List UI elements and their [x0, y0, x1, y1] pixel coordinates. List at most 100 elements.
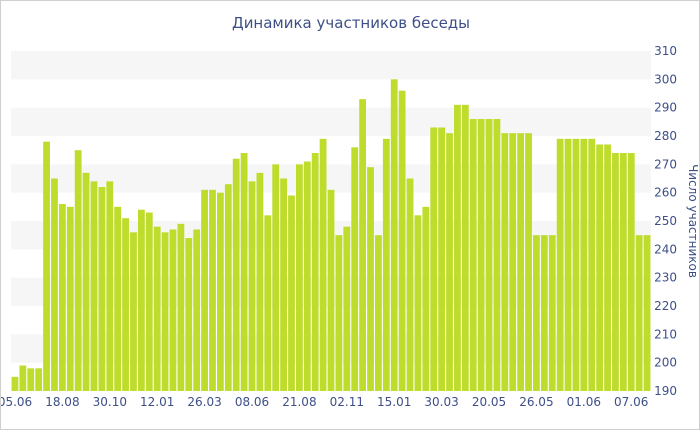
- bar: [525, 133, 532, 392]
- x-tick-label: 12.01: [140, 395, 174, 409]
- y-tick-label: 270: [654, 157, 677, 171]
- bar: [35, 368, 43, 391]
- bar: [272, 164, 280, 391]
- bar: [209, 189, 216, 391]
- bar: [43, 141, 50, 391]
- x-tick-label: 02.11: [330, 395, 364, 409]
- bar: [588, 138, 596, 391]
- x-tick-label: 26.03: [187, 395, 221, 409]
- y-axis-ticks: 190 200 210 220 230 240 250 260 270 280 290 300 310: [654, 44, 677, 398]
- x-tick-label: 08.06: [235, 395, 269, 409]
- bar: [11, 376, 19, 391]
- bar: [556, 138, 564, 391]
- bar: [619, 153, 627, 391]
- bar: [161, 232, 169, 391]
- bar: [130, 232, 137, 391]
- y-tick-label: 300: [654, 72, 677, 86]
- bar: [19, 365, 27, 391]
- chart-title: Динамика участников беседы: [231, 14, 471, 32]
- bar: [414, 215, 422, 391]
- bar: [296, 164, 303, 391]
- x-tick-label: 30.10: [93, 395, 127, 409]
- x-tick-label: 21.08: [282, 395, 316, 409]
- x-tick-label: 30.03: [424, 395, 458, 409]
- bar: [74, 150, 82, 391]
- bar: [27, 368, 35, 391]
- bar: [240, 153, 248, 391]
- bar: [169, 229, 177, 391]
- bar: [612, 153, 619, 391]
- bar: [343, 226, 351, 391]
- y-tick-label: 250: [654, 214, 677, 228]
- bar: [533, 235, 540, 391]
- bar: [216, 192, 224, 391]
- x-tick-label: 15.01: [377, 395, 411, 409]
- bar: [627, 153, 635, 391]
- bar: [153, 226, 161, 391]
- y-tick-label: 200: [654, 356, 677, 370]
- x-axis-ticks: 05.06 18.08 30.10 12.01 26.03 08.06 21.08 02.11…: [1, 395, 648, 409]
- y-tick-label: 240: [654, 242, 677, 256]
- bar: [232, 158, 240, 391]
- grid-band: [11, 107, 651, 136]
- bar: [485, 119, 493, 391]
- bar: [367, 167, 374, 391]
- bar: [446, 133, 453, 392]
- bar: [311, 153, 319, 391]
- bar: [469, 119, 477, 391]
- bar: [375, 235, 382, 391]
- y-tick-label: 280: [654, 129, 677, 143]
- bar: [477, 119, 485, 391]
- bar: [406, 178, 414, 391]
- y-tick-label: 310: [654, 44, 677, 58]
- y-tick-label: 260: [654, 186, 677, 200]
- bar: [122, 218, 129, 391]
- bar: [114, 206, 122, 391]
- bar: [643, 235, 651, 391]
- x-tick-label: 26.05: [519, 395, 553, 409]
- bar: [256, 172, 264, 391]
- x-tick-label: 20.05: [472, 395, 506, 409]
- y-tick-label: 290: [654, 101, 677, 115]
- bar: [596, 144, 604, 391]
- y-tick-label: 210: [654, 327, 677, 341]
- bar: [224, 184, 232, 391]
- bar: [106, 181, 114, 391]
- bar: [327, 189, 335, 391]
- bar: [635, 235, 643, 391]
- bar: [430, 127, 438, 391]
- bar: [137, 209, 145, 391]
- bar: [604, 144, 611, 391]
- y-axis-label: Число участников: [686, 164, 700, 278]
- bar: [359, 99, 367, 392]
- grid-band: [11, 164, 651, 193]
- bar: [82, 172, 90, 391]
- bar: [288, 195, 295, 391]
- bar: [580, 138, 588, 391]
- bar: [90, 181, 98, 391]
- bar: [509, 133, 517, 392]
- bar: [422, 206, 430, 391]
- y-tick-label: 220: [654, 299, 677, 313]
- bar: [564, 138, 572, 391]
- bar: [398, 90, 406, 392]
- x-tick-label: 01.06: [567, 395, 601, 409]
- bar: [264, 215, 272, 391]
- y-tick-label: 230: [654, 271, 677, 285]
- x-tick-label: 18.08: [45, 395, 79, 409]
- bar: [185, 238, 193, 391]
- bar: [58, 204, 66, 391]
- bar: [319, 138, 327, 391]
- bar: [454, 104, 461, 391]
- bar: [51, 178, 58, 391]
- bar: [351, 147, 359, 391]
- bar: [540, 235, 548, 391]
- x-tick-label: 07.06: [614, 395, 648, 409]
- bar: [493, 119, 501, 391]
- bar: [572, 138, 580, 391]
- bar: [280, 178, 287, 391]
- bar: [145, 212, 153, 391]
- bar: [382, 138, 390, 391]
- grid-band: [11, 51, 651, 80]
